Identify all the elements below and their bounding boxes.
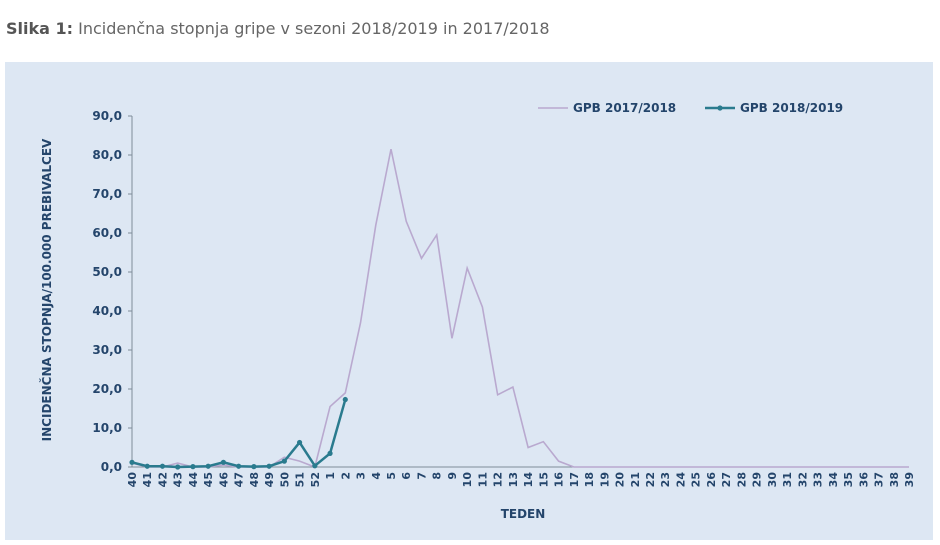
x-tick-label: 30 [766,472,779,488]
y-tick-label: 10,0 [92,421,122,435]
x-tick-label: 40 [126,472,139,488]
x-tick-label: 11 [476,472,489,487]
point [312,463,318,469]
x-tick-label: 1 [324,472,337,480]
x-tick-label: 8 [431,472,444,480]
legend-label: GPB 2017/2018 [573,101,676,115]
x-tick-label: 23 [659,472,672,487]
x-tick-label: 17 [568,472,581,487]
y-tick-label: 20,0 [92,382,122,396]
x-tick-label: 28 [735,472,748,487]
x-tick-label: 6 [400,472,413,480]
x-tick-label: 41 [141,472,154,487]
x-tick-label: 44 [187,472,200,488]
y-axis-label: INCIDENČNA STOPNJA/100.000 PREBIVALCEV [39,138,54,441]
x-tick-label: 10 [461,472,474,488]
x-axis-label: TEDEN [501,507,546,521]
x-tick-label: 26 [705,472,718,488]
x-tick-label: 46 [217,472,230,488]
y-tick-label: 80,0 [92,148,122,162]
y-tick-label: 70,0 [92,187,122,201]
legend-marker [717,105,723,111]
y-tick-label: 30,0 [92,343,122,357]
y-tick-label: 60,0 [92,226,122,240]
x-tick-label: 4 [370,472,383,480]
x-tick-label: 42 [156,472,169,487]
x-tick-label: 12 [492,472,505,487]
x-tick-label: 18 [583,472,596,487]
x-tick-label: 19 [598,472,611,487]
figure-caption: Slika 1: Incidenčna stopnja gripe v sezo… [6,19,550,38]
point [327,450,333,456]
point [342,396,348,403]
x-tick-label: 50 [278,472,291,488]
x-tick-label: 20 [614,472,627,488]
x-tick-label: 2 [339,472,352,480]
point [159,463,166,469]
x-tick-label: 3 [355,472,368,480]
x-tick-label: 29 [751,472,764,487]
x-tick-label: 7 [415,472,428,480]
y-tick-label: 50,0 [92,265,122,279]
x-tick-label: 35 [842,472,855,487]
x-tick-label: 47 [233,472,246,487]
x-tick-label: 52 [309,472,322,487]
y-tick-label: 0,0 [101,460,122,474]
x-tick-label: 24 [674,472,687,488]
chart-title: Incidenčna stopnja gripe v sezoni 2018/2… [78,19,550,38]
point [129,459,135,465]
x-tick-label: 39 [903,472,916,487]
x-tick-label: 43 [172,472,185,487]
x-tick-label: 31 [781,472,794,487]
point [220,459,227,465]
point [175,464,181,470]
point [144,463,150,469]
plot-panel [5,62,933,540]
x-tick-label: 49 [263,472,276,487]
x-tick-label: 36 [857,472,870,488]
point [266,463,272,469]
x-tick-label: 37 [873,472,886,487]
x-tick-label: 33 [812,472,825,487]
x-tick-label: 5 [385,472,398,480]
x-tick-label: 51 [294,472,307,487]
x-tick-label: 27 [720,472,733,487]
x-tick-label: 34 [827,472,840,488]
legend-label: GPB 2018/2019 [740,101,843,115]
figure-label: Slika 1: [6,19,74,38]
point [281,458,287,464]
x-tick-label: 21 [629,472,642,487]
x-tick-label: 9 [446,472,459,480]
x-tick-label: 13 [507,472,520,487]
x-tick-label: 25 [690,472,703,487]
y-tick-label: 90,0 [92,109,122,123]
x-tick-label: 48 [248,472,261,487]
point [190,464,196,470]
point [205,463,211,469]
x-tick-label: 16 [553,472,566,488]
x-tick-label: 15 [537,472,550,487]
point [236,463,242,469]
y-tick-label: 40,0 [92,304,122,318]
x-tick-label: 22 [644,472,657,487]
point [296,439,303,446]
x-tick-label: 14 [522,472,535,488]
x-tick-label: 38 [888,472,901,487]
point [251,464,257,470]
x-tick-label: 45 [202,472,215,487]
x-tick-label: 32 [796,472,809,487]
